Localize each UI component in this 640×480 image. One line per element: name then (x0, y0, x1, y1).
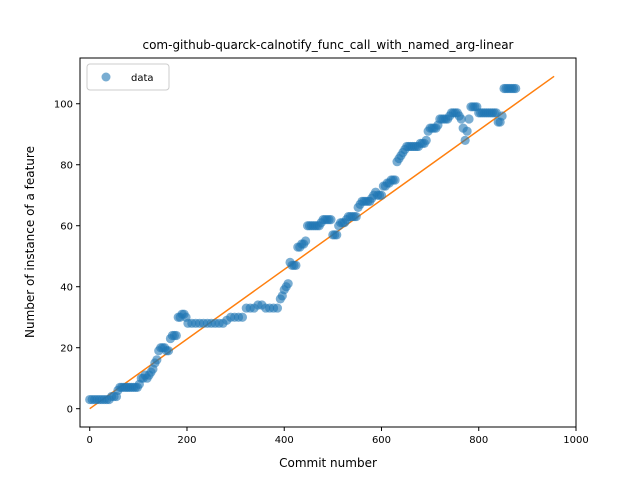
legend: data (86, 63, 170, 91)
data-point (460, 135, 470, 145)
data-point (390, 175, 400, 185)
y-tick-label: 80 (60, 161, 73, 172)
data-point (497, 111, 507, 121)
legend-box (86, 63, 170, 91)
data-point (376, 190, 387, 200)
data-point (283, 279, 293, 289)
data-point (456, 114, 466, 124)
y-tick-label: 0 (67, 405, 73, 416)
x-tick-label: 0 (87, 435, 93, 446)
y-tick-label: 20 (60, 344, 73, 355)
data-point (291, 260, 301, 270)
data-point (421, 135, 431, 145)
y-tick-label: 100 (54, 100, 73, 111)
data-point (462, 126, 472, 136)
data-point (332, 230, 342, 240)
x-tick-label: 800 (469, 435, 488, 446)
x-tick-label: 1000 (563, 435, 588, 446)
data-point (301, 236, 311, 246)
data-point (272, 303, 283, 313)
x-axis-label: Commit number (279, 456, 377, 470)
y-tick-label: 40 (60, 283, 73, 294)
legend-marker-data (101, 72, 111, 82)
x-tick-label: 600 (372, 435, 391, 446)
data-point (163, 346, 174, 356)
plot-area (85, 75, 555, 410)
y-axis-label: Number of instance of a feature (23, 146, 37, 338)
data-point (326, 215, 336, 225)
data-point (351, 211, 361, 222)
chart-title: com-github-quarck-calnotify_func_call_wi… (142, 38, 513, 52)
data-point (511, 83, 521, 94)
y-axis-ticks: 0 20 40 60 80 100 (54, 100, 80, 416)
data-point (152, 355, 162, 365)
data-point (464, 114, 474, 124)
x-axis-ticks: 0 200 400 600 800 1000 (87, 427, 589, 446)
axes-frame (79, 57, 577, 428)
scatter-points (85, 83, 521, 405)
x-tick-label: 400 (275, 435, 294, 446)
y-tick-label: 60 (60, 222, 73, 233)
x-tick-label: 200 (177, 435, 196, 446)
data-point (171, 330, 181, 341)
legend-entry-data: data (131, 73, 154, 84)
data-point (237, 312, 248, 322)
